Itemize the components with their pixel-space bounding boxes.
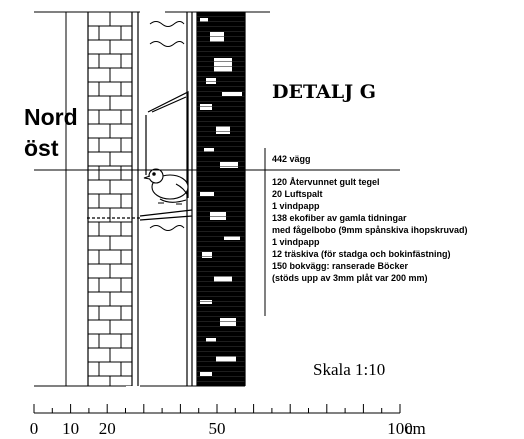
scale-tick-label-4: 100 [387,419,413,438]
layer-5: med fågelbobo (9mm spånskiva ihopskruvad… [272,225,468,235]
layer-6: 1 vindpapp [272,237,320,247]
insulation-squiggles [149,21,185,231]
wall-heading: 442 vägg [272,154,311,164]
scale-tick-label-2: 20 [99,419,116,438]
scale-tick-label-1: 10 [62,419,79,438]
scale-unit: cm [405,419,426,438]
layer-2: 20 Luftspalt [272,189,323,199]
bird-icon [143,168,189,205]
scale-bar: 0 10 20 50 100 cm [30,404,426,438]
orientation-line2: öst [24,135,59,161]
scale-tick-label-3: 50 [209,419,226,438]
bird-box [86,91,193,221]
layer-1: 120 Återvunnet gult tegel [272,177,380,187]
scale-label: Skala 1:10 [313,360,385,379]
brick-layer [88,12,132,386]
layer-7: 12 träskiva (för stadga och bokinfästnin… [272,249,451,259]
orientation-line1: Nord [24,104,78,130]
layer-8: 150 bokvägg: ranserade Böcker [272,261,409,271]
book-layer [197,12,245,386]
detail-title: DETALJ G [272,81,376,103]
layer-3: 1 vindpapp [272,201,320,211]
layer-9: (stöds upp av 3mm plåt var 200 mm) [272,273,428,283]
scale-tick-label-0: 0 [30,419,39,438]
layer-4: 138 ekofiber av gamla tidningar [272,213,407,223]
